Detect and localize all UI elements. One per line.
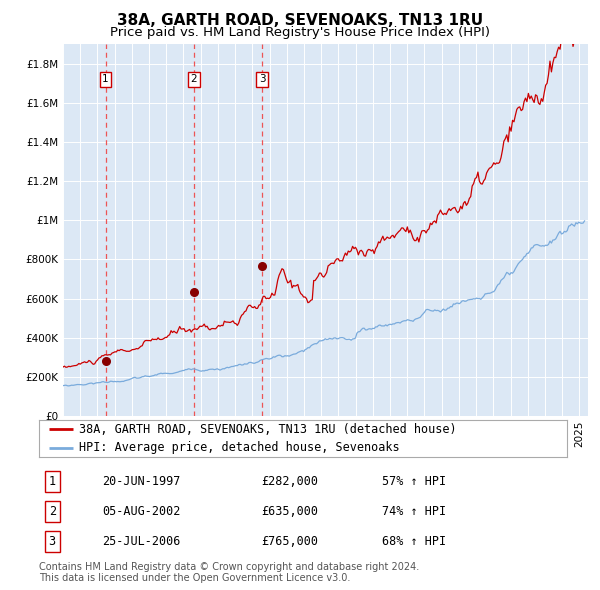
Text: 68% ↑ HPI: 68% ↑ HPI xyxy=(382,535,446,548)
Text: 1: 1 xyxy=(49,475,56,488)
Text: £635,000: £635,000 xyxy=(261,505,318,518)
Text: 1: 1 xyxy=(102,74,109,84)
Text: Contains HM Land Registry data © Crown copyright and database right 2024.
This d: Contains HM Land Registry data © Crown c… xyxy=(39,562,419,583)
Text: 3: 3 xyxy=(259,74,265,84)
Text: Price paid vs. HM Land Registry's House Price Index (HPI): Price paid vs. HM Land Registry's House … xyxy=(110,26,490,39)
Text: 38A, GARTH ROAD, SEVENOAKS, TN13 1RU (detached house): 38A, GARTH ROAD, SEVENOAKS, TN13 1RU (de… xyxy=(79,423,456,436)
Text: 20-JUN-1997: 20-JUN-1997 xyxy=(103,475,181,488)
Text: 2: 2 xyxy=(49,505,56,518)
Text: 25-JUL-2006: 25-JUL-2006 xyxy=(103,535,181,548)
Text: 38A, GARTH ROAD, SEVENOAKS, TN13 1RU: 38A, GARTH ROAD, SEVENOAKS, TN13 1RU xyxy=(117,13,483,28)
Text: £282,000: £282,000 xyxy=(261,475,318,488)
Text: 57% ↑ HPI: 57% ↑ HPI xyxy=(382,475,446,488)
Text: 3: 3 xyxy=(49,535,56,548)
Text: £765,000: £765,000 xyxy=(261,535,318,548)
Text: 05-AUG-2002: 05-AUG-2002 xyxy=(103,505,181,518)
Text: HPI: Average price, detached house, Sevenoaks: HPI: Average price, detached house, Seve… xyxy=(79,441,399,454)
Text: 2: 2 xyxy=(190,74,197,84)
Text: 74% ↑ HPI: 74% ↑ HPI xyxy=(382,505,446,518)
